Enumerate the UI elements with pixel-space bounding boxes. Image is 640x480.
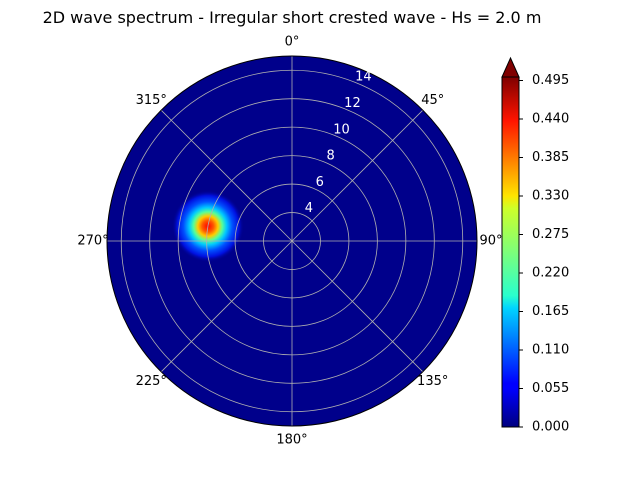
colorbar-tick-label: 0.385 <box>532 150 569 165</box>
colorbar-ticks: 0.000 0.055 0.110 0.165 0.220 0.275 0.330 0.385… <box>519 73 569 435</box>
angular-gridline <box>291 109 424 242</box>
radial-gridline <box>120 69 464 413</box>
radial-gridline <box>263 212 321 270</box>
colorbar-gradient <box>501 76 520 428</box>
angular-gridline <box>160 240 293 373</box>
radial-tick-label: 4 <box>305 201 313 216</box>
colorbar-tick-label: 0.000 <box>532 420 569 435</box>
colorbar-tick-label: 0.110 <box>532 343 569 358</box>
colorbar: 0.000 0.055 0.110 0.165 0.220 0.275 0.330 0.385… <box>501 56 569 435</box>
angle-tick-labels: 0° 45° 90° 135° 180° 225° 270° 315° <box>77 35 502 448</box>
colorbar-tick-label: 0.275 <box>532 227 569 242</box>
radial-gridline <box>177 126 407 356</box>
angular-gridline <box>291 240 424 373</box>
angle-tick-label: 270° <box>77 234 108 249</box>
angle-tick-label: 225° <box>136 374 167 389</box>
colorbar-tick-label: 0.220 <box>532 266 569 281</box>
colorbar-tick-label: 0.495 <box>532 73 569 88</box>
polar-plot-area: 0° 45° 90° 135° 180° 225° 270° 315° 468 10 12 14 <box>77 35 502 448</box>
colorbar-tick-label: 0.165 <box>532 304 569 319</box>
radial-tick-label: 6 <box>316 175 324 190</box>
angle-tick-label: 315° <box>136 93 167 108</box>
radial-tick-label: 8 <box>327 149 335 164</box>
polar-outline <box>106 55 478 427</box>
angle-tick-label: 0° <box>285 35 300 50</box>
radial-tick-labels: 468 10 12 14 <box>305 70 372 216</box>
chart-title: 2D wave spectrum - Irregular short crest… <box>43 8 542 27</box>
radial-tick-label: 10 <box>333 122 350 137</box>
radial-gridline <box>149 98 435 384</box>
angle-tick-label: 135° <box>417 374 448 389</box>
angle-tick-label: 45° <box>421 93 444 108</box>
colorbar-tick-label: 0.330 <box>532 189 569 204</box>
colorbar-extend-arrow <box>501 56 520 78</box>
radial-gridline <box>234 183 350 299</box>
angular-gridline <box>160 109 293 242</box>
colorbar-tick-label: 0.440 <box>532 112 569 127</box>
angle-tick-label: 90° <box>479 234 502 249</box>
radial-tick-label: 12 <box>344 96 361 111</box>
polar-grid <box>107 56 477 426</box>
radial-tick-label: 14 <box>355 70 372 85</box>
radial-gridline <box>206 155 378 327</box>
angle-tick-label: 180° <box>276 433 307 448</box>
colorbar-tick-label: 0.055 <box>532 381 569 396</box>
